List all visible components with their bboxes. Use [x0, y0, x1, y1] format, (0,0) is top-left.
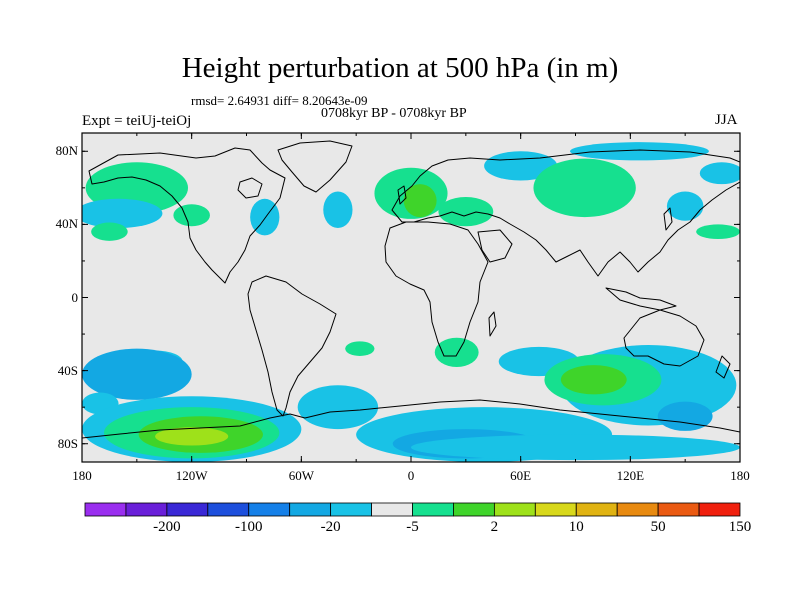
- anomaly-region: [82, 198, 163, 229]
- coast-greenland: [277, 140, 353, 193]
- anomaly-region: [91, 222, 128, 241]
- colorbar-swatch: [207, 502, 250, 517]
- colorbar-swatch: [371, 502, 413, 517]
- colorbar-swatch: [534, 502, 577, 517]
- colorbar-swatch: [125, 502, 168, 517]
- stats-label: rmsd= 2.64931 diff= 8.20643e-09: [191, 93, 368, 108]
- colorbar-label: -5: [406, 519, 419, 535]
- coastlines: [82, 140, 740, 439]
- coast-africa: [384, 221, 489, 357]
- anomaly-region: [657, 401, 713, 431]
- anomaly-region: [173, 204, 210, 227]
- plot-title: Height perturbation at 500 hPa (in m): [181, 52, 619, 84]
- anomaly-region: [345, 341, 375, 356]
- x-tick-label: 180: [72, 468, 92, 483]
- anomaly-region: [560, 365, 627, 395]
- colorbar-swatch: [453, 502, 495, 517]
- anomaly-region: [666, 191, 704, 221]
- colorbar-label: 150: [728, 519, 752, 535]
- season-label: JJA: [715, 112, 738, 128]
- colorbar-swatch: [330, 502, 372, 517]
- colorbar-swatch: [698, 502, 741, 517]
- experiment-label: Expt = teiUj-teiOj: [82, 113, 192, 129]
- colorbar-swatch: [616, 502, 659, 517]
- colorbar-swatch: [289, 502, 332, 517]
- anomaly-region: [484, 151, 558, 181]
- x-tick-label: 120W: [175, 468, 208, 483]
- colorbar-swatch: [84, 502, 127, 517]
- anomaly-contours: [82, 142, 740, 462]
- x-tick-label: 0: [407, 468, 415, 483]
- colorbar-label: 10: [568, 519, 584, 535]
- anomaly-region: [533, 158, 636, 218]
- colorbar-label: 2: [490, 519, 499, 535]
- colorbar-swatch: [248, 502, 291, 517]
- anomaly-region: [434, 337, 479, 367]
- coast-british-isles: [397, 185, 407, 205]
- coast-south-america: [247, 275, 337, 417]
- anomaly-region: [155, 427, 229, 446]
- coast-madagascar: [488, 311, 497, 337]
- y-tick-label: 80N: [55, 143, 78, 159]
- y-tick-label: 40N: [55, 216, 78, 232]
- x-tick-label: 60W: [288, 468, 314, 483]
- x-tick-label: 120E: [616, 468, 645, 483]
- anomaly-region: [570, 142, 709, 161]
- colorbar-swatch: [575, 502, 618, 517]
- colorbar-label: -200: [153, 519, 181, 535]
- colorbar-swatch: [657, 502, 700, 517]
- coast-indonesia: [605, 287, 677, 311]
- coast-japan: [663, 207, 673, 231]
- y-tick-label: 80S: [57, 435, 78, 451]
- anomaly-region: [403, 184, 437, 218]
- x-tick-label: 180: [730, 468, 750, 483]
- coast-antarctica: [82, 399, 740, 439]
- anomaly-region: [82, 348, 192, 400]
- coast-eurasia: [391, 149, 740, 277]
- anomaly-region: [297, 385, 379, 430]
- anomaly-region: [696, 224, 740, 240]
- colorbar-swatch: [493, 502, 536, 517]
- coast-new-zealand: [715, 355, 731, 379]
- anomaly-region: [411, 434, 740, 461]
- coast-australia: [623, 309, 705, 367]
- colorbar-label: -20: [320, 519, 341, 535]
- y-tick-label: 40S: [57, 362, 78, 378]
- colorbar-swatch: [412, 502, 454, 517]
- colorbar-label: -100: [235, 519, 263, 535]
- anomaly-region: [438, 196, 494, 227]
- coast-north-america: [88, 147, 286, 284]
- anomaly-region: [699, 162, 740, 185]
- y-tick-label: 0: [71, 289, 79, 305]
- anomaly-region: [323, 191, 353, 229]
- colorbar-label: 50: [650, 519, 666, 535]
- plot-subtitle: 0708kyr BP - 0708kyr BP: [321, 106, 467, 121]
- coast-hudson-bay: [237, 177, 263, 199]
- x-tick-label: 60E: [510, 468, 532, 483]
- coast-arabia: [477, 229, 513, 263]
- colorbar-swatch: [166, 502, 209, 517]
